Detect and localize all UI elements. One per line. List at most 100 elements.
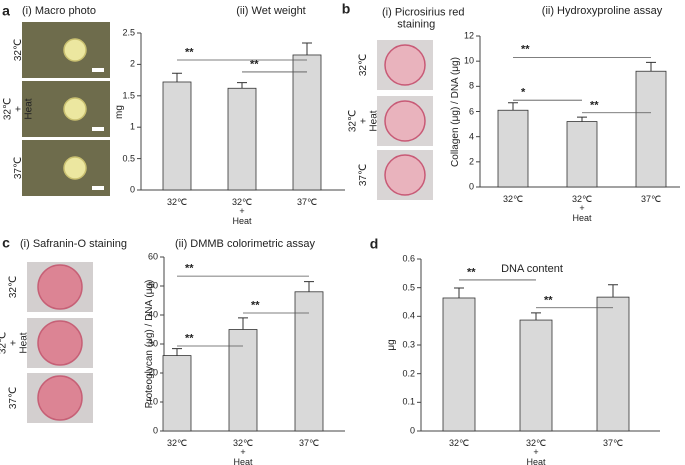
photo-label: 32℃ + Heat: [347, 109, 380, 133]
y-tick-label: 2.5: [122, 27, 135, 38]
significance-label: **: [185, 46, 194, 59]
x-tick-label: 32℃: [502, 194, 524, 204]
sample-disc: [384, 44, 426, 86]
y-tick-label: 1: [129, 121, 135, 132]
y-tick-label: 0: [152, 425, 158, 436]
panel-letter: d: [369, 235, 379, 252]
y-tick-label: 30: [147, 338, 158, 349]
bar: [635, 70, 667, 188]
x-tick-label: 37℃: [640, 194, 662, 204]
x-tick-label: 32℃: [166, 197, 188, 207]
sample-disc: [63, 97, 87, 121]
x-tick-label: 32℃ + Heat: [232, 438, 254, 465]
x-tick-label: 37℃: [298, 438, 320, 448]
y-tick-label: 12: [463, 30, 474, 41]
bar: [519, 319, 553, 432]
error-bar: [646, 61, 656, 72]
bar: [566, 121, 598, 188]
significance-label: **: [467, 266, 476, 279]
panel-title: (i) Macro photo: [22, 5, 96, 18]
significance-label: **: [185, 262, 194, 275]
scale-bar: [92, 68, 104, 72]
y-tick-label: 0.5: [402, 281, 415, 292]
y-tick-label: 0: [409, 425, 415, 436]
photo-label: 37℃: [357, 163, 369, 187]
y-tick-label: 1.5: [122, 90, 135, 101]
y-tick-label: 2: [468, 156, 474, 167]
scale-bar: [92, 127, 104, 131]
significance-label: **: [544, 294, 553, 307]
y-tick-label: 2: [129, 58, 135, 69]
error-bar: [172, 72, 182, 82]
y-tick-label: 10: [463, 55, 474, 66]
y-axis-label: μg: [385, 339, 397, 351]
sample-disc: [37, 264, 83, 310]
error-bar: [531, 312, 541, 321]
chart-title: (ii) Hydroxyproline assay: [541, 5, 663, 18]
sample-disc: [63, 38, 87, 62]
error-bar: [454, 287, 464, 298]
chart-title: (ii) Wet weight: [236, 5, 306, 18]
error-bar: [172, 348, 182, 356]
y-axis-label: mg: [113, 104, 125, 119]
y-tick-label: 0.4: [402, 310, 415, 321]
y-tick-label: 0: [468, 181, 474, 192]
x-tick-label: 37℃: [296, 197, 318, 207]
y-tick-label: 0: [129, 184, 135, 195]
panel-title: (i) Safranin-O staining: [20, 238, 127, 251]
y-tick-label: 20: [147, 367, 158, 378]
y-tick-label: 40: [147, 309, 158, 320]
chart-title: (ii) DMMB colorimetric assay: [175, 238, 315, 251]
error-bar: [237, 82, 247, 89]
bar: [162, 81, 192, 191]
error-bar: [608, 284, 618, 298]
error-bar: [238, 317, 248, 330]
scale-bar: [92, 186, 104, 190]
bar: [162, 355, 192, 432]
significance-label: **: [250, 58, 259, 71]
photo-label: 32℃: [7, 275, 19, 299]
panel-title: (i) Picrosirius red staining: [382, 6, 465, 30]
y-tick-label: 0.5: [122, 152, 135, 163]
x-tick-label: 32℃ + Heat: [525, 438, 547, 465]
x-tick-label: 32℃: [166, 438, 188, 448]
significance-label: **: [251, 299, 260, 312]
y-axis-label: Collagen (μg) / DNA (μg): [449, 56, 461, 167]
bar: [442, 297, 476, 432]
y-tick-label: 8: [468, 80, 474, 91]
x-tick-label: 37℃: [602, 438, 624, 448]
bar: [228, 329, 258, 432]
error-bar: [302, 42, 312, 55]
error-bar: [577, 116, 587, 122]
y-tick-label: 0.1: [402, 396, 415, 407]
y-tick-label: 50: [147, 280, 158, 291]
chart-title: DNA content: [501, 263, 563, 276]
panel-letter: b: [341, 0, 351, 17]
bar: [294, 291, 324, 432]
significance-label: **: [590, 99, 599, 112]
photo-label: 32℃: [12, 38, 24, 62]
significance-label: **: [185, 332, 194, 345]
y-tick-label: 60: [147, 251, 158, 262]
y-tick-label: 0.2: [402, 367, 415, 378]
sample-disc: [384, 154, 426, 196]
y-tick-label: 4: [468, 130, 474, 141]
y-tick-label: 6: [468, 105, 474, 116]
x-tick-label: 32℃ + Heat: [231, 197, 253, 226]
x-tick-label: 32℃: [448, 438, 470, 448]
sample-disc: [384, 100, 426, 142]
y-tick-label: 0.3: [402, 339, 415, 350]
panel-letter: c: [2, 234, 10, 251]
significance-label: *: [521, 86, 526, 99]
sample-disc: [37, 320, 83, 366]
bar: [227, 87, 257, 191]
error-bar: [508, 102, 518, 111]
bar: [292, 54, 322, 191]
y-tick-label: 0.6: [402, 253, 415, 264]
sample-disc: [37, 375, 83, 421]
error-bar: [304, 281, 314, 292]
photo-label: 32℃ + Heat: [2, 97, 35, 121]
photo-label: 37℃: [12, 156, 24, 180]
